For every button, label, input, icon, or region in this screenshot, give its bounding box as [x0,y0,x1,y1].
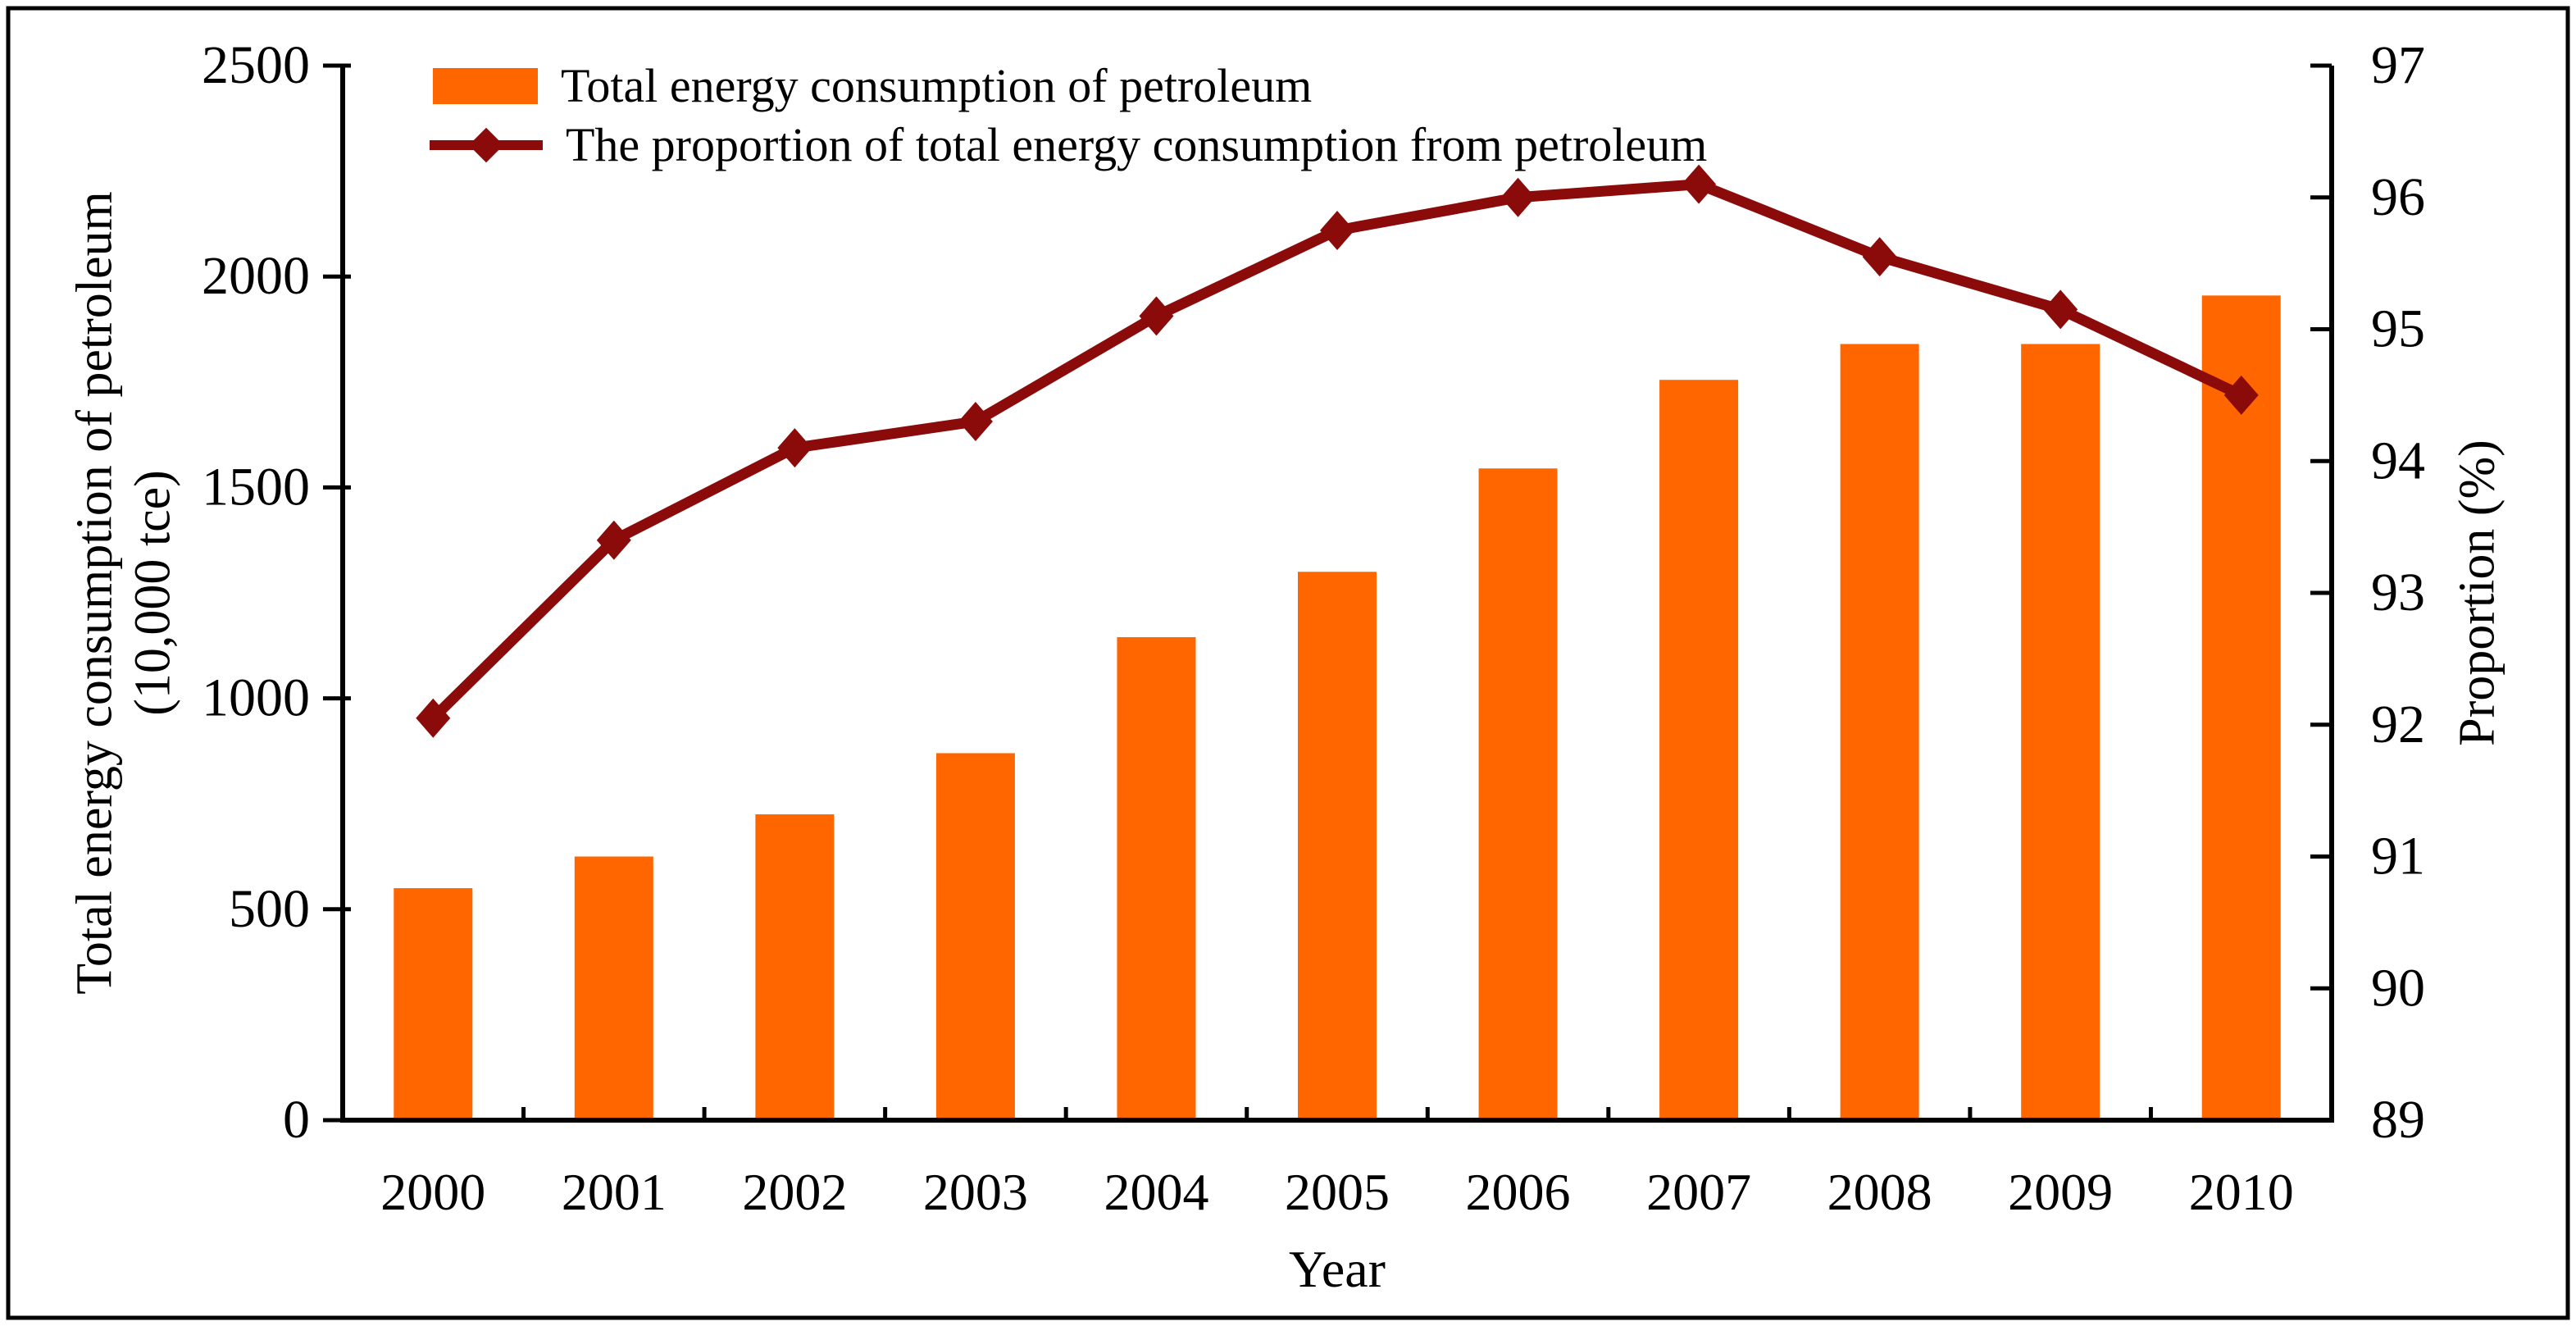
bar-2001 [574,856,653,1120]
left-axis-tick-label: 500 [229,879,310,939]
bar-2002 [755,814,835,1120]
x-tick-label-2007: 2007 [1646,1163,1751,1221]
x-tick-label-2000: 2000 [380,1163,485,1221]
right-axis-tick-label: 93 [2371,563,2425,622]
legend-label-bars: Total energy consumption of petroleum [561,59,1313,112]
right-axis-tick-label: 97 [2371,35,2425,95]
right-axis-tick-label: 94 [2371,431,2425,490]
x-tick-label-2003: 2003 [923,1163,1028,1221]
bar-2005 [1298,572,1377,1120]
x-tick-label-2005: 2005 [1285,1163,1390,1221]
diamond-marker-2003 [958,402,993,442]
left-axis-tick-label: 0 [283,1090,310,1150]
bar-2004 [1117,637,1196,1120]
diamond-marker-2000 [416,698,451,738]
line-series-group [416,164,2259,738]
bar-2003 [935,753,1015,1120]
left-axis-tick-label: 2000 [202,246,310,306]
diamond-marker-2010 [2223,375,2259,415]
bar-2008 [1840,344,1919,1120]
left-axis-title-line2: (10,000 tce) [125,470,181,716]
x-tick-label-2008: 2008 [1827,1163,1932,1221]
x-axis-title: Year [1289,1240,1386,1299]
bar-2000 [394,888,473,1120]
bars-group [394,295,2281,1120]
left-axis-title: Total energy consumption of petroleum (1… [66,191,184,994]
legend-item-bars: Total energy consumption of petroleum [433,62,1312,110]
bar-2009 [2021,344,2100,1120]
diamond-marker-2001 [596,520,631,560]
legend-item-line: The proportion of total energy consumpti… [430,121,1707,169]
left-axis-tick-label: 1500 [202,457,310,517]
x-tick-label-2001: 2001 [562,1163,667,1221]
right-axis-tick-label: 96 [2371,167,2425,227]
bar-2006 [1478,468,1558,1120]
x-tick-label-2009: 2009 [2008,1163,2113,1221]
right-axis-tick-label: 89 [2371,1090,2425,1150]
x-tick-label-2004: 2004 [1104,1163,1208,1221]
legend-line-diamond-icon [430,126,543,164]
diamond-marker-2002 [777,428,812,468]
figure-border [6,6,2570,1320]
legend-bar-swatch-icon [433,68,538,104]
x-tick-label-2006: 2006 [1466,1163,1571,1221]
x-tick-label-2002: 2002 [742,1163,847,1221]
x-tick-label-2010: 2010 [2189,1163,2294,1221]
figure-border-group [6,6,2570,1320]
left-axis-tick-label: 2500 [202,35,310,95]
diamond-marker-2004 [1139,296,1174,336]
left-axis-title-line1: Total energy consumption of petroleum [66,191,123,995]
left-axis-tick-label: 1000 [202,668,310,728]
right-axis-tick-label: 90 [2371,958,2425,1018]
bar-2007 [1659,380,1739,1120]
diamond-marker-2005 [1320,210,1354,250]
right-axis-tick-label: 91 [2371,827,2425,886]
diamond-marker-2008 [1862,237,1897,277]
legend-label-line: The proportion of total energy consumpti… [566,118,1708,171]
axis-lines-group [340,66,2334,1123]
right-axis-tick-label: 95 [2371,299,2425,359]
diamond-marker-2007 [1682,164,1717,204]
diamond-marker-2009 [2043,289,2078,330]
bar-2010 [2201,295,2281,1120]
right-axis-title: Proportion (%) [2449,440,2505,746]
diamond-marker-2006 [1500,177,1536,217]
tick-labels-group: 0 500 1000 1500 2000 2500 89 90 91 92 93 94 95 96 97 20… [202,35,2425,1221]
right-axis-tick-label: 92 [2371,695,2425,754]
